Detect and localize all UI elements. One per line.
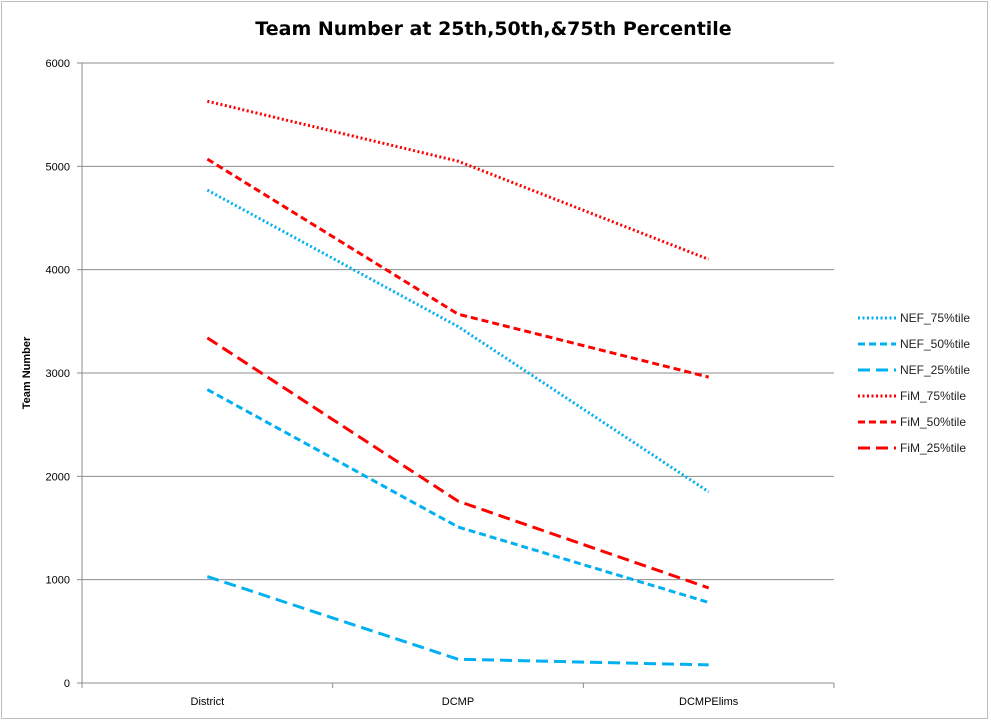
series-line (206, 157, 710, 379)
axes: 0 1000 2000 3000 4000 5000 6000 District DCMP DCM… (46, 58, 835, 708)
gridlines (82, 62, 834, 581)
series-line (206, 188, 710, 494)
y-tick-label: 6000 (46, 58, 70, 70)
y-tick-label: 5000 (46, 161, 70, 173)
x-tick-label: District (191, 696, 225, 708)
x-tick-label: DCMP (442, 696, 474, 708)
series-line (206, 575, 709, 667)
series-line (206, 99, 710, 261)
legend-label: FiM_25%tile (900, 441, 966, 455)
y-tick-label: 1000 (46, 575, 70, 587)
y-tick-label: 3000 (46, 368, 70, 380)
legend-label: FiM_75%tile (900, 389, 966, 403)
legend-label: NEF_75%tile (900, 311, 970, 325)
x-tick-label: DCMPElims (679, 696, 739, 708)
y-tick-label: 4000 (46, 265, 70, 277)
chart-title: Team Number at 25th,50th,&75th Percentil… (255, 18, 732, 40)
legend: NEF_75%tile NEF_50%tile NEF_25%tile FiM_75%… (858, 311, 970, 455)
y-tick-label: 0 (64, 678, 70, 690)
series-line (206, 336, 710, 590)
series-line (206, 388, 710, 604)
legend-label: NEF_50%tile (900, 337, 970, 351)
y-tick-label: 2000 (46, 471, 70, 483)
legend-label: NEF_25%tile (900, 363, 970, 377)
series-lines (206, 99, 710, 667)
legend-label: FiM_50%tile (900, 415, 966, 429)
